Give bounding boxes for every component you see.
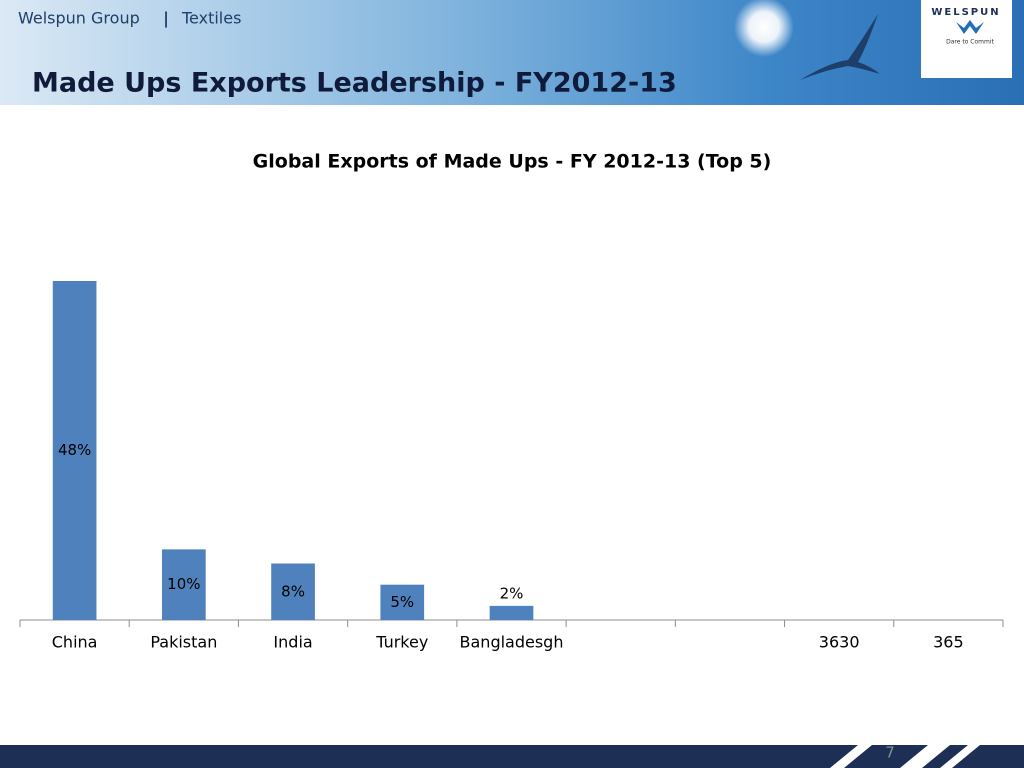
logo-box — [921, 0, 1012, 78]
data-label: 5% — [390, 593, 414, 611]
data-label: 2% — [500, 584, 524, 602]
logo-text: WELSPUN — [931, 7, 1000, 18]
data-label: 8% — [281, 582, 305, 600]
division-name: Textiles — [181, 9, 241, 28]
x-tick-label: 365 — [933, 633, 964, 652]
logo-mark — [956, 20, 984, 34]
separator: | — [163, 9, 169, 29]
footer-stripes — [830, 745, 980, 768]
bar — [489, 605, 534, 620]
bird — [800, 14, 880, 80]
bar — [161, 549, 206, 620]
x-tick-label: India — [273, 633, 312, 652]
data-label: 10% — [167, 575, 200, 593]
bar — [52, 281, 97, 620]
sun — [734, 0, 794, 57]
x-tick-label: Pakistan — [150, 633, 217, 652]
bar — [271, 563, 315, 620]
company-name: Welspun Group — [18, 9, 140, 28]
x-tick-label: Bangladesgh — [460, 633, 564, 652]
chart-title: Global Exports of Made Ups - FY 2012-13 … — [253, 151, 772, 173]
slide-title: Made Ups Exports Leadership - FY2012-13 — [32, 68, 677, 99]
page-number: 7 — [885, 744, 895, 762]
data-label: 48% — [58, 441, 91, 459]
x-tick-label: Turkey — [375, 633, 428, 652]
logo-tagline: Dare to Commit — [946, 39, 994, 46]
bar — [380, 584, 425, 620]
x-tick-label: 3630 — [819, 633, 860, 652]
footer-bar — [0, 745, 1024, 768]
x-tick-label: China — [52, 633, 98, 652]
